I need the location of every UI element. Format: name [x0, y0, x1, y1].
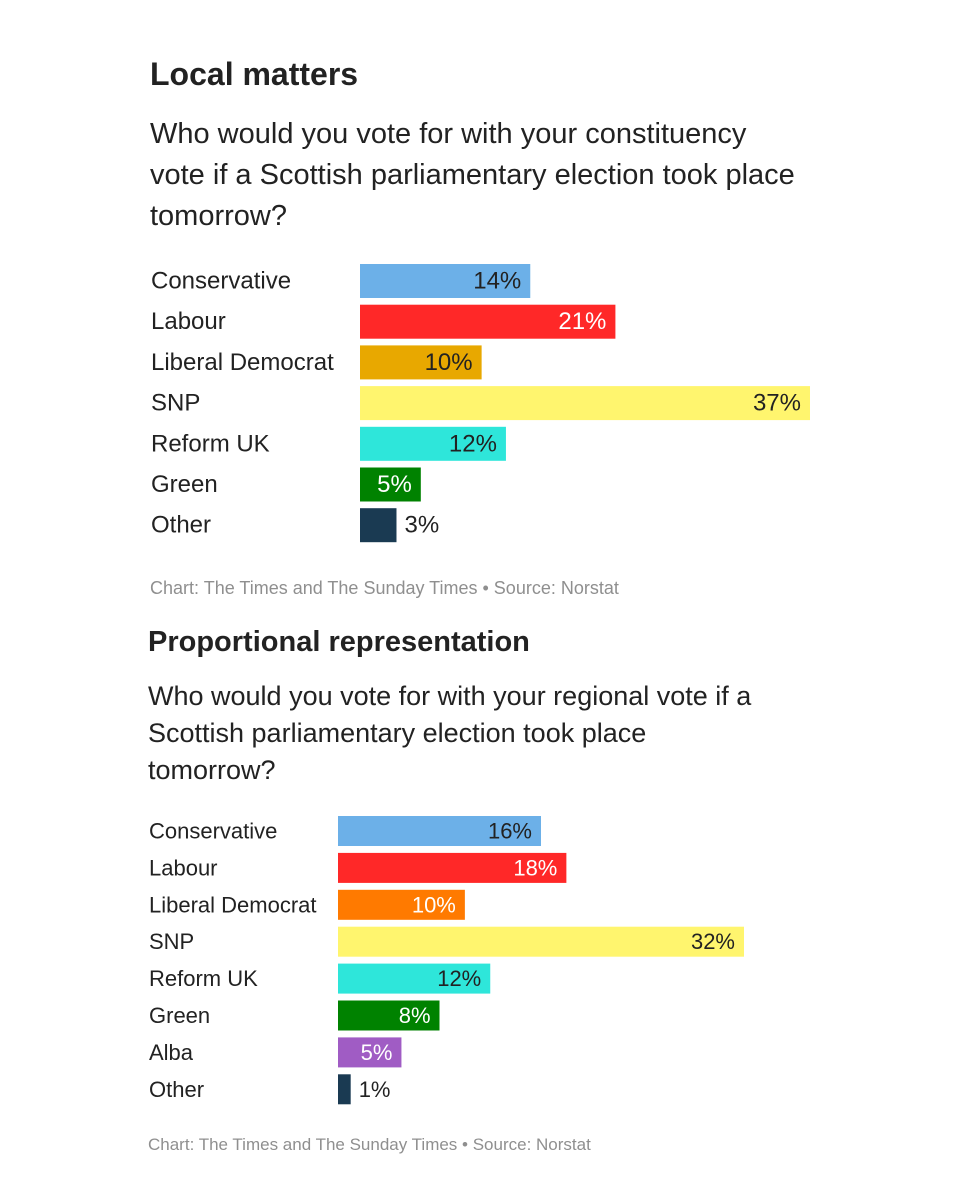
value-label: 21%	[558, 308, 606, 335]
category-label: Alba	[149, 1040, 194, 1065]
bar	[360, 264, 531, 298]
category-label: Reform UK	[149, 966, 258, 991]
bar-row: Labour 21%	[151, 304, 616, 339]
value-label: 10%	[425, 349, 473, 376]
chart-subtitle: Who would you vote for with your regiona…	[148, 681, 752, 785]
bar-row: Other 3%	[151, 508, 439, 543]
value-label: 8%	[399, 1003, 431, 1028]
category-label: Green	[149, 1003, 210, 1028]
bar	[338, 926, 744, 957]
bar-row: SNP 37%	[151, 386, 810, 421]
category-label: Green	[151, 471, 218, 498]
value-label: 5%	[377, 471, 412, 498]
value-label: 32%	[691, 929, 735, 954]
bar-row: SNP 32%	[149, 926, 744, 957]
bar-row: Liberal Democrat 10%	[151, 345, 482, 380]
bar-row: Other 1%	[149, 1074, 391, 1105]
bar	[360, 304, 616, 339]
value-label: 5%	[361, 1040, 393, 1065]
value-label: 12%	[449, 430, 497, 457]
value-label: 12%	[437, 966, 481, 991]
bar-row: Reform UK 12%	[151, 426, 506, 461]
bar	[338, 1074, 351, 1105]
bar	[338, 889, 465, 920]
bar-row: Reform UK 12%	[149, 963, 491, 994]
value-label: 37%	[753, 390, 801, 417]
category-label: Reform UK	[151, 430, 270, 457]
bar	[360, 386, 810, 421]
bar-row: Conservative 14%	[151, 264, 531, 298]
value-label: 3%	[404, 512, 439, 539]
bar	[338, 816, 541, 846]
bar-row: Green 8%	[149, 1000, 440, 1031]
category-label: Other	[151, 512, 211, 539]
chart-subtitle: Who would you vote for with your constit…	[150, 118, 795, 232]
chart-credit: Chart: The Times and The Sunday Times • …	[150, 578, 619, 598]
category-label: Labour	[151, 308, 226, 335]
value-label: 14%	[473, 268, 521, 295]
bar	[360, 467, 421, 502]
bar-row: Liberal Democrat 10%	[149, 889, 465, 920]
chart-credit: Chart: The Times and The Sunday Times • …	[148, 1135, 591, 1154]
bar-row: Labour 18%	[149, 852, 567, 883]
bar	[338, 1000, 440, 1031]
category-label: Other	[149, 1077, 204, 1102]
bar	[338, 1037, 402, 1068]
category-label: Conservative	[151, 268, 291, 295]
bar	[338, 852, 567, 883]
value-label: 18%	[513, 855, 557, 880]
category-label: Liberal Democrat	[151, 349, 334, 376]
value-label: 10%	[412, 892, 456, 917]
category-label: Conservative	[149, 819, 277, 844]
bar	[360, 345, 482, 380]
category-label: Liberal Democrat	[149, 892, 317, 917]
bar	[360, 508, 397, 543]
chart-title: Proportional representation	[148, 626, 530, 658]
bar-row: Alba 5%	[149, 1037, 402, 1068]
bar	[360, 426, 506, 461]
bar-chart: Conservative 14% Labour 21% Liberal Democrat…	[151, 264, 810, 543]
bar-row: Conservative 16%	[149, 816, 541, 846]
chart-title: Local matters	[150, 56, 359, 92]
bar-row: Green 5%	[151, 467, 421, 502]
category-label: Labour	[149, 855, 218, 880]
bar-chart: Conservative 16% Labour 18% Liberal Democrat…	[149, 816, 744, 1105]
value-label: 1%	[359, 1077, 391, 1102]
category-label: SNP	[151, 390, 200, 417]
category-label: SNP	[149, 929, 194, 954]
bar	[338, 963, 491, 994]
value-label: 16%	[488, 819, 532, 844]
